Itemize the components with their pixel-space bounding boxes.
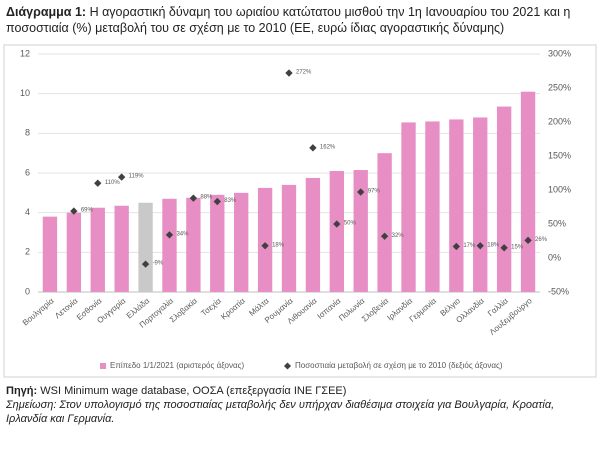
- y-tick-label: 0: [25, 286, 30, 296]
- legend-label: Ποσοστιαία μεταβολή σε σχέση με το 2010 …: [295, 361, 503, 370]
- note: Σημείωση: Στον υπολογισμό της ποσοστιαία…: [6, 399, 555, 425]
- data-label: 32%: [392, 233, 405, 239]
- bar: [425, 121, 440, 292]
- y2-tick-label: -50%: [548, 286, 569, 296]
- chart-frame: [3, 44, 597, 378]
- source-text: WSI Minimum wage database, ΟΟΣΑ (επεξεργ…: [40, 385, 347, 397]
- y-tick-label: 6: [25, 167, 30, 177]
- dot: [500, 244, 508, 252]
- data-label: 97%: [368, 189, 381, 195]
- data-label: 272%: [296, 70, 312, 76]
- bar: [449, 119, 464, 292]
- data-label: 110%: [105, 180, 121, 186]
- legend-swatch: [283, 362, 292, 370]
- dot: [117, 173, 126, 181]
- data-label: 119%: [129, 174, 145, 180]
- source: Πηγή: WSI Minimum wage database, ΟΟΣΑ (ε…: [6, 384, 596, 398]
- data-label: 69%: [81, 208, 94, 214]
- y-tick-label: 12: [20, 48, 30, 58]
- data-label: 50%: [344, 221, 357, 227]
- bar: [281, 184, 297, 292]
- bar: [520, 91, 536, 292]
- dot: [165, 231, 174, 239]
- y2-tick-label: 300%: [548, 48, 571, 58]
- source-label: Πηγή:: [6, 385, 38, 397]
- dot: [189, 194, 198, 202]
- legend-swatch: [100, 363, 106, 369]
- bar: [66, 212, 82, 292]
- bar: [234, 192, 249, 292]
- title-text: Η αγοραστική δύναμη του ωριαίου κατώτατο…: [6, 5, 571, 35]
- chart-title: Διάγραμμα 1: Η αγοραστική δύναμη του ωρι…: [6, 4, 596, 36]
- y2-tick-label: 200%: [548, 116, 571, 126]
- x-tick-label: Κροατία: [219, 296, 247, 321]
- y-tick-label: 10: [20, 88, 30, 98]
- data-label: 18%: [487, 242, 500, 248]
- bar: [186, 197, 201, 292]
- bar: [473, 117, 488, 292]
- dot: [70, 207, 78, 215]
- footer: Πηγή: WSI Minimum wage database, ΟΟΣΑ (ε…: [6, 384, 596, 426]
- bar: [42, 216, 58, 292]
- dot: [141, 260, 150, 268]
- data-label: 18%: [272, 242, 285, 248]
- data-label: 162%: [320, 144, 336, 150]
- x-tick-label: Γερμανία: [408, 296, 439, 324]
- bar: [377, 153, 392, 292]
- y-tick-label: 4: [25, 207, 30, 217]
- data-label: 88%: [200, 195, 213, 201]
- dot: [285, 69, 293, 77]
- data-label: 15%: [511, 244, 524, 250]
- bar: [353, 170, 368, 292]
- y2-tick-label: 250%: [548, 82, 571, 92]
- bar: [114, 205, 129, 292]
- x-tick-label: Σλοβακία: [168, 296, 199, 324]
- data-label: 26%: [535, 237, 548, 243]
- data-label: -9%: [153, 261, 164, 267]
- y-tick-label: 8: [25, 128, 30, 138]
- y-tick-label: 2: [25, 247, 30, 257]
- y2-tick-label: 50%: [548, 218, 566, 228]
- dot: [524, 236, 532, 244]
- legend-label: Επίπεδο 1/1/2021 (αριστερός άξονας): [110, 361, 244, 370]
- x-tick-label: Λουξεμβούργο: [488, 296, 534, 337]
- dot: [452, 242, 461, 251]
- data-label: 17%: [463, 243, 476, 249]
- x-tick-label: Βουλγαρία: [21, 296, 56, 327]
- y2-tick-label: 0%: [548, 252, 561, 262]
- y2-tick-label: 150%: [548, 150, 571, 160]
- dot: [380, 232, 389, 240]
- bar: [401, 122, 416, 292]
- bar: [305, 177, 321, 292]
- bar: [496, 106, 512, 292]
- data-label: 83%: [224, 198, 237, 204]
- bar: [257, 187, 273, 292]
- bar: [162, 198, 177, 292]
- bar: [210, 194, 225, 292]
- data-label: 34%: [176, 231, 189, 237]
- y2-tick-label: 100%: [548, 184, 571, 194]
- bar: [329, 171, 344, 292]
- title-label: Διάγραμμα 1:: [6, 5, 87, 19]
- bar: [90, 207, 105, 292]
- dot: [309, 144, 317, 152]
- x-tick-label: Σλοβενία: [360, 296, 390, 324]
- dot: [94, 179, 102, 187]
- bar: [138, 202, 153, 292]
